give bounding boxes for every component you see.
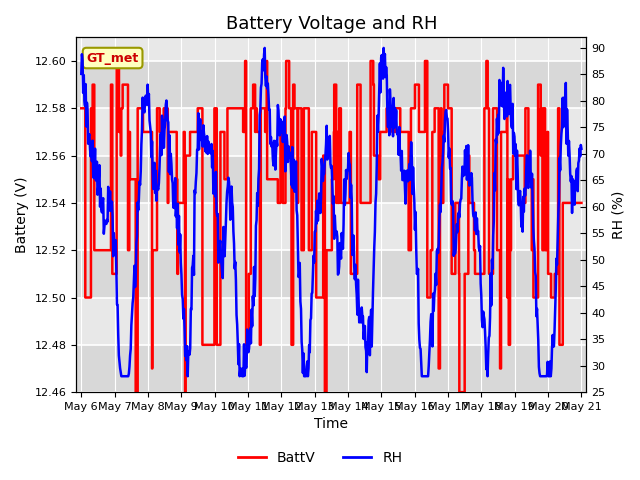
Bar: [76, 250, 586, 298]
Title: Battery Voltage and RH: Battery Voltage and RH: [226, 15, 437, 33]
Bar: [76, 345, 586, 392]
Legend: BattV, RH: BattV, RH: [232, 445, 408, 471]
Text: GT_met: GT_met: [86, 51, 139, 64]
Y-axis label: Battery (V): Battery (V): [15, 177, 29, 253]
Bar: [76, 156, 586, 203]
X-axis label: Time: Time: [314, 418, 348, 432]
Y-axis label: RH (%): RH (%): [611, 191, 625, 239]
Bar: [76, 61, 586, 108]
